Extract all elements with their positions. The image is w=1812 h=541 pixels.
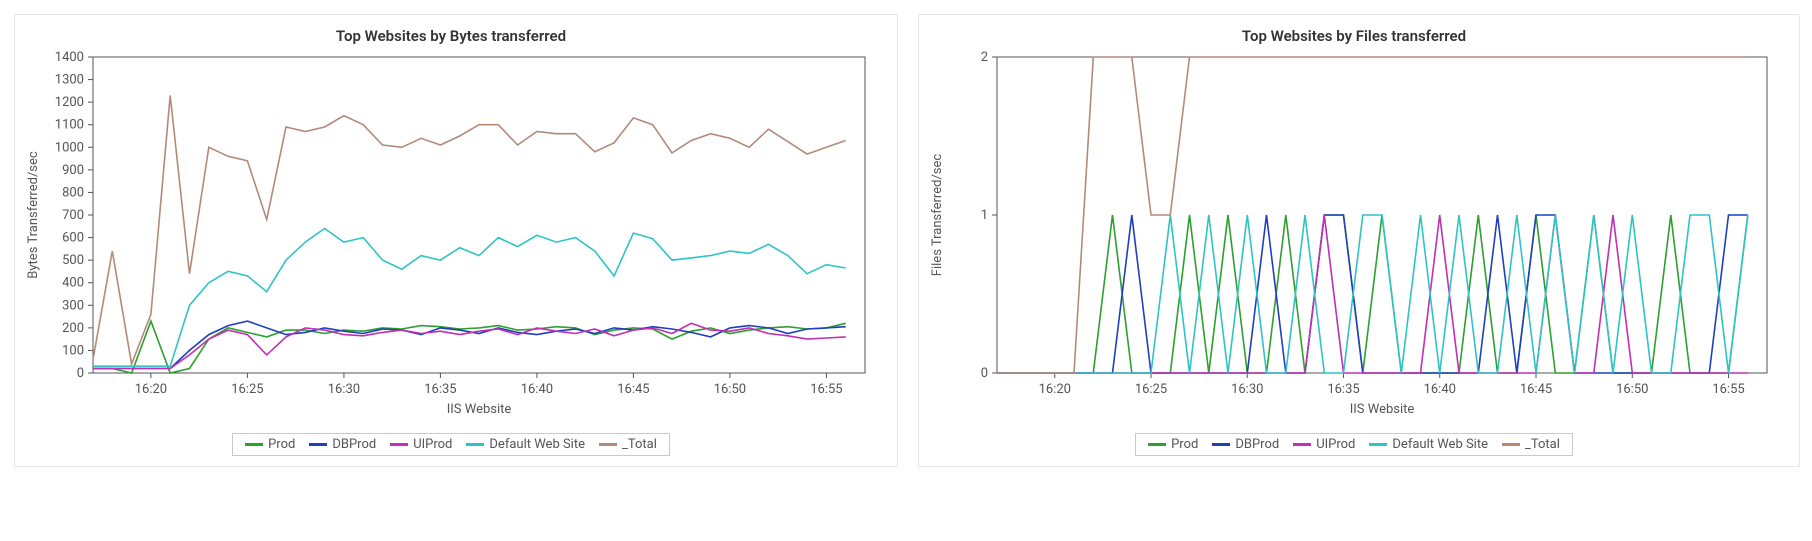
legend-swatch [309,443,327,446]
svg-text:16:40: 16:40 [1424,382,1456,397]
legend-files-wrap: Prod DBProd UIProd Default Web Site _Total [925,427,1783,456]
panel-bytes: Top Websites by Bytes transferred 0 100 20… [14,14,898,467]
legend-label: DBProd [332,437,376,452]
legend-swatch [1369,443,1387,446]
svg-text:2: 2 [981,50,988,65]
svg-text:0: 0 [77,366,84,381]
legend-label: UIProd [1316,437,1355,452]
svg-text:16:45: 16:45 [617,382,649,397]
svg-text:1100: 1100 [55,118,84,133]
legend-swatch [1212,443,1230,446]
chart-files: 0 1 2 16:20 16:25 16:30 16:35 16:40 16:45 16:50 16… [925,47,1783,427]
legend-bytes-wrap: Prod DBProd UIProd Default Web Site _Total [21,427,881,456]
svg-text:200: 200 [62,321,84,336]
legend-item: _Total [1502,437,1560,452]
legend-swatch [390,443,408,446]
legend-item: DBProd [309,437,376,452]
svg-text:300: 300 [62,298,84,313]
svg-text:IIS Website: IIS Website [447,402,512,417]
svg-text:16:55: 16:55 [1712,382,1744,397]
svg-text:500: 500 [62,253,84,268]
svg-text:16:30: 16:30 [328,382,360,397]
legend-swatch [599,443,617,446]
chart-title-bytes: Top Websites by Bytes transferred [21,27,881,45]
legend-item: Default Web Site [1369,437,1488,452]
legend-label: _Total [622,437,657,452]
legend-swatch [1148,443,1166,446]
svg-text:16:45: 16:45 [1520,382,1552,397]
svg-text:100: 100 [62,343,84,358]
legend-files: Prod DBProd UIProd Default Web Site _Total [1135,433,1573,456]
panel-files: Top Websites by Files transferred 0 1 2 16:… [918,14,1800,467]
chart-title-files: Top Websites by Files transferred [925,27,1783,45]
legend-swatch [466,443,484,446]
svg-text:800: 800 [62,185,84,200]
legend-item: _Total [599,437,657,452]
svg-text:Files Transferred/sec: Files Transferred/sec [930,154,945,277]
legend-item: UIProd [390,437,452,452]
svg-text:16:30: 16:30 [1231,382,1263,397]
svg-text:16:25: 16:25 [231,382,263,397]
chart-bytes: 0 100 200 300 400 500 600 700 800 900 1000 1100 1200… [21,47,881,427]
svg-text:1200: 1200 [55,95,84,110]
svg-text:16:20: 16:20 [135,382,167,397]
svg-text:Bytes Transferred/sec: Bytes Transferred/sec [26,151,41,279]
legend-item: UIProd [1293,437,1355,452]
svg-text:1: 1 [981,208,988,223]
svg-text:0: 0 [981,366,988,381]
legend-item: DBProd [1212,437,1279,452]
legend-label: Prod [1171,437,1198,452]
legend-label: _Total [1525,437,1560,452]
svg-text:IIS Website: IIS Website [1350,402,1415,417]
svg-text:700: 700 [62,208,84,223]
svg-text:400: 400 [62,276,84,291]
legend-bytes: Prod DBProd UIProd Default Web Site _Total [232,433,670,456]
legend-label: DBProd [1235,437,1279,452]
legend-item: Prod [1148,437,1198,452]
svg-text:1300: 1300 [55,73,84,88]
panels-container: Top Websites by Bytes transferred 010020… [0,0,1812,481]
svg-text:600: 600 [62,231,84,246]
legend-label: Prod [268,437,295,452]
legend-item: Default Web Site [466,437,585,452]
legend-swatch [245,443,263,446]
legend-swatch [1502,443,1520,446]
svg-text:16:25: 16:25 [1135,382,1167,397]
svg-text:16:55: 16:55 [810,382,842,397]
svg-text:16:50: 16:50 [1616,382,1648,397]
svg-text:16:20: 16:20 [1039,382,1071,397]
legend-item: Prod [245,437,295,452]
svg-text:16:50: 16:50 [714,382,746,397]
svg-text:16:35: 16:35 [424,382,456,397]
svg-text:900: 900 [62,163,84,178]
svg-text:16:35: 16:35 [1327,382,1359,397]
svg-text:16:40: 16:40 [521,382,553,397]
legend-swatch [1293,443,1311,446]
legend-label: Default Web Site [489,437,585,452]
legend-label: UIProd [413,437,452,452]
svg-text:1000: 1000 [55,140,84,155]
legend-label: Default Web Site [1392,437,1488,452]
svg-text:1400: 1400 [55,50,84,65]
